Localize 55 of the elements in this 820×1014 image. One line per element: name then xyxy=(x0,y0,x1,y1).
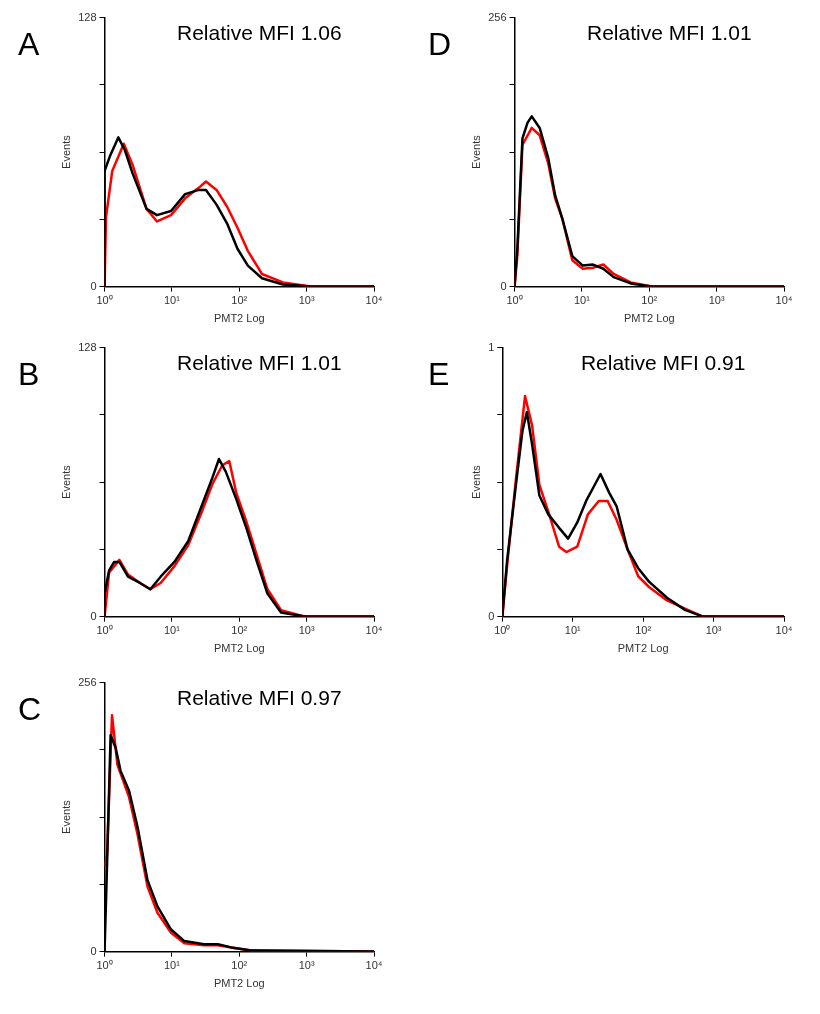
x-tick-label: 10⁰ xyxy=(494,624,511,637)
x-tick-label: 10³ xyxy=(298,624,315,637)
x-tick-label: 10² xyxy=(641,294,658,307)
y-tick-label: 0 xyxy=(90,609,97,622)
y-axis-title: Events xyxy=(469,464,482,499)
y-axis-title: Events xyxy=(469,134,482,169)
x-tick-label: 10² xyxy=(231,624,248,637)
y-tick-label: 128 xyxy=(78,340,97,353)
chart-title: Relative MFI 1.01 xyxy=(586,20,752,44)
x-tick-label: 10³ xyxy=(298,959,315,972)
x-tick-label: 10¹ xyxy=(573,294,591,307)
text: A xyxy=(18,26,40,63)
x-tick-label: 10³ xyxy=(708,294,725,307)
x-tick-label: 10² xyxy=(231,294,248,307)
y-axis-title: Events xyxy=(59,134,72,169)
x-tick-label: 10⁴ xyxy=(775,294,793,307)
chart-title: Relative MFI 0.91 xyxy=(580,350,746,374)
x-axis-title: PMT2 Log xyxy=(213,642,265,655)
text: E xyxy=(428,356,450,393)
y-tick-label: 0 xyxy=(90,944,97,957)
x-tick-label: 10⁰ xyxy=(96,959,113,972)
x-axis-title: PMT2 Log xyxy=(617,642,669,655)
x-axis-title: PMT2 Log xyxy=(623,312,675,325)
x-tick-label: 10⁰ xyxy=(96,624,113,637)
y-tick-label: 256 xyxy=(488,10,507,23)
y-tick-label: 256 xyxy=(78,675,97,688)
x-tick-label: 10³ xyxy=(705,624,722,637)
x-tick-label: 10⁴ xyxy=(365,294,383,307)
chart-title: Relative MFI 1.06 xyxy=(176,20,342,44)
x-axis-title: PMT2 Log xyxy=(213,312,265,325)
x-tick-label: 10³ xyxy=(298,294,315,307)
text: D xyxy=(428,26,452,63)
x-tick-label: 10⁴ xyxy=(365,959,383,972)
text: C xyxy=(18,691,42,728)
x-tick-label: 10⁴ xyxy=(775,624,793,637)
chart-title: Relative MFI 0.97 xyxy=(176,685,342,709)
x-tick-label: 10¹ xyxy=(163,294,181,307)
y-tick-label: 128 xyxy=(78,10,97,23)
x-tick-label: 10¹ xyxy=(564,624,582,637)
y-tick-label: 0 xyxy=(500,279,507,292)
chart-title: Relative MFI 1.01 xyxy=(176,350,342,374)
x-tick-label: 10² xyxy=(231,959,248,972)
y-tick-label: 0 xyxy=(90,279,97,292)
y-tick-label: 0 xyxy=(488,609,495,622)
x-tick-label: 10⁰ xyxy=(506,294,523,307)
y-axis-title: Events xyxy=(59,464,72,499)
x-tick-label: 10⁴ xyxy=(365,624,383,637)
x-axis-title: PMT2 Log xyxy=(213,977,265,990)
text: B xyxy=(18,356,40,393)
x-tick-label: 10⁰ xyxy=(96,294,113,307)
x-tick-label: 10² xyxy=(635,624,652,637)
x-tick-label: 10¹ xyxy=(163,959,181,972)
y-axis-title: Events xyxy=(59,799,72,834)
y-tick-label: 1 xyxy=(488,340,495,353)
x-tick-label: 10¹ xyxy=(163,624,181,637)
